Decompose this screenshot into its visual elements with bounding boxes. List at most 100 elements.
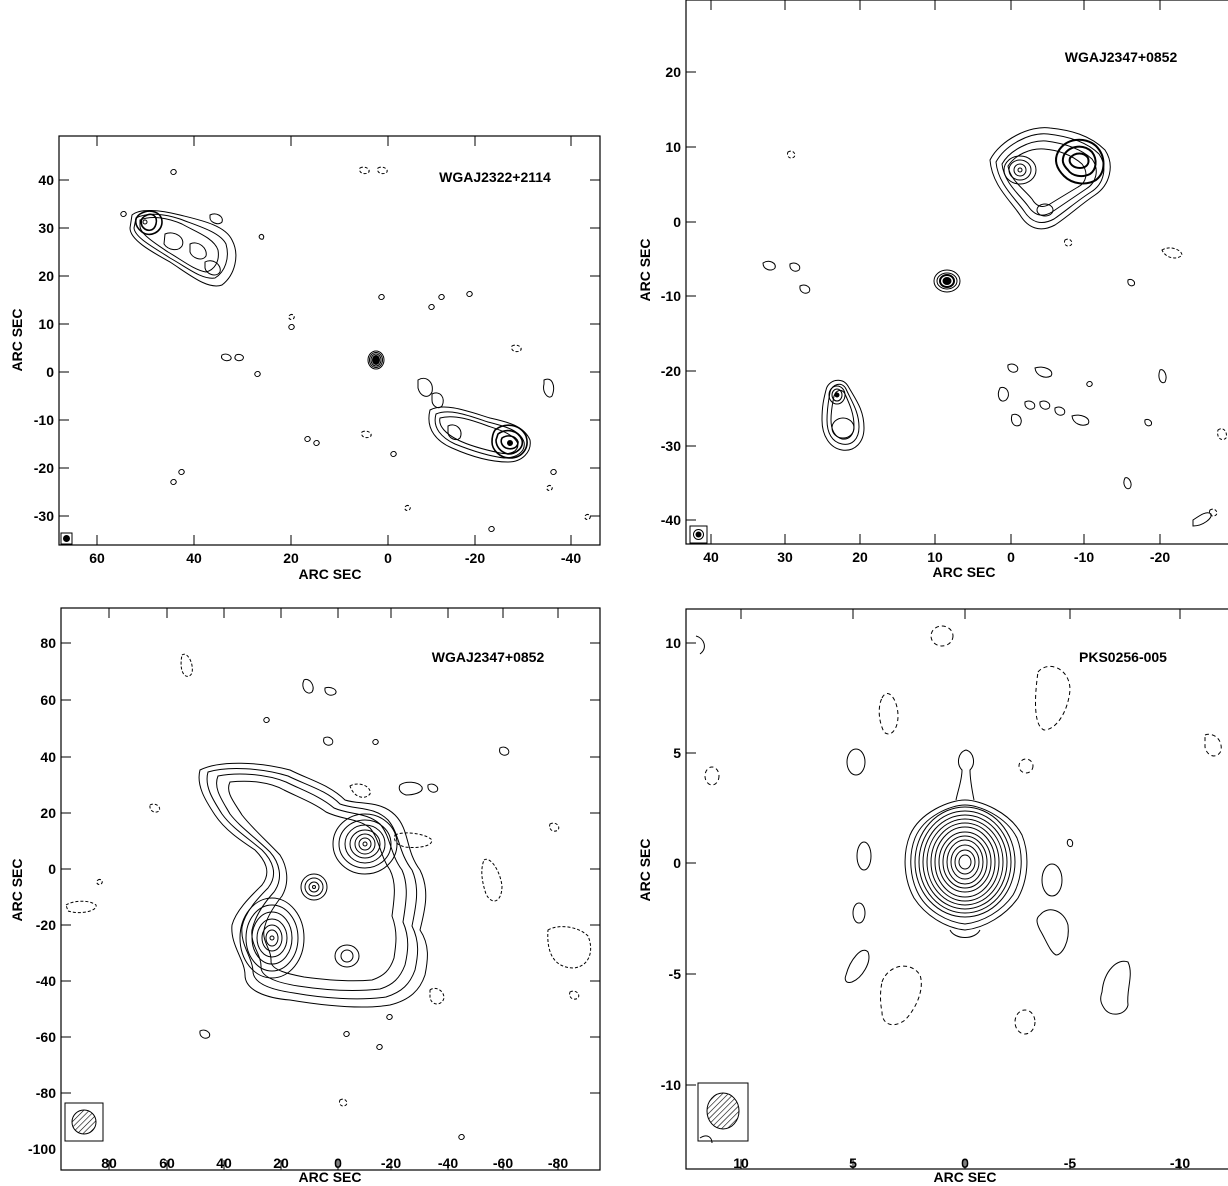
panel-1-north-lobe (129, 210, 237, 287)
panel-2-core-component (933, 269, 961, 293)
panel-3-xtick: -80 (548, 1155, 568, 1171)
panel-1-xtick: 20 (283, 550, 299, 566)
panel-4-ytick: 10 (665, 635, 681, 651)
panel-1-xtick: 0 (384, 550, 392, 566)
panel-1-south-lobe (417, 377, 555, 463)
panel-4-beam-box (697, 1082, 749, 1142)
panel-4-ytick: 0 (673, 855, 681, 871)
panel-4-ytick: -5 (669, 966, 682, 982)
panel-3-beam-box (64, 1102, 104, 1142)
panel-4-frame (685, 608, 1228, 1170)
panel-4-ytick: 5 (673, 745, 681, 761)
panel-2-x-axis-title: ARC SEC (932, 564, 995, 580)
panel-3-ytick: 40 (40, 749, 56, 765)
panel-1-ytick: -20 (34, 460, 54, 476)
panel-2-ytick: -40 (661, 512, 681, 528)
panel-3-x-axis-title: ARC SEC (298, 1169, 361, 1185)
panel-2-xtick: 0 (1007, 549, 1015, 565)
panel-2-frame (685, 0, 1228, 545)
panel-1-xtick: 40 (186, 550, 202, 566)
panel-3-xtick: 60 (159, 1155, 175, 1171)
panel-1-beam-box (60, 532, 73, 545)
panel-1-xtick: -40 (561, 550, 581, 566)
panel-3-frame (60, 607, 601, 1171)
panel-1-ytick: 20 (38, 268, 54, 284)
panel-2-xtick: 10 (927, 549, 943, 565)
panel-2-ytick: -10 (661, 288, 681, 304)
panel-4-negative-contours (704, 625, 1222, 1035)
panel-3-ytick: 80 (40, 635, 56, 651)
panel-2-source-label: WGAJ2347+0852 (1065, 49, 1178, 65)
panel-3-contours (65, 653, 592, 1140)
panel-2: 40 30 20 10 0 -10 -20 20 10 0 -10 -20 -3… (637, 0, 1228, 580)
panel-3-xtick: -20 (381, 1155, 401, 1171)
panel-2-x-ticks (710, 0, 1161, 544)
panel-1-ytick: 0 (46, 364, 54, 380)
panel-1-contours (120, 166, 591, 532)
panel-4: 10 5 0 -5 -10 10 5 0 -5 -10 ARC SEC ARC … (637, 608, 1228, 1185)
panel-2-ytick: 20 (665, 64, 681, 80)
panel-1-negative-contours (288, 166, 591, 520)
panel-3-xtick: -40 (438, 1155, 458, 1171)
panel-2-ytick: 10 (665, 139, 681, 155)
panel-2-xtick: 30 (777, 549, 793, 565)
panel-4-x-axis-title: ARC SEC (933, 1169, 996, 1185)
panel-3-x-ticks (108, 608, 559, 1170)
panel-2-noise-contours (762, 260, 1212, 527)
panel-1-y-ticks (59, 179, 600, 517)
panel-1-noise-contours (120, 169, 557, 532)
panel-2-xtick: 20 (852, 549, 868, 565)
panel-2-y-axis-title: ARC SEC (637, 238, 653, 301)
panel-2-xtick: -10 (1074, 549, 1094, 565)
panel-1-ytick: 30 (38, 220, 54, 236)
panel-4-xtick: -5 (1064, 1155, 1077, 1171)
panel-2-negative-contours (787, 150, 1227, 517)
panel-4-noise-contours (695, 635, 1131, 1144)
panel-4-xtick: 0 (961, 1155, 969, 1171)
panel-2-xtick: 40 (703, 549, 719, 565)
panel-1: 60 40 20 0 -20 -40 40 30 20 10 0 -10 -20… (9, 135, 601, 582)
panel-3-ytick: -20 (36, 917, 56, 933)
panel-1-ytick: -10 (34, 412, 54, 428)
panel-3-ytick: 20 (40, 805, 56, 821)
panel-4-xtick: 10 (733, 1155, 749, 1171)
panel-2-ytick: -30 (661, 438, 681, 454)
panel-2-y-ticks (686, 71, 696, 521)
panel-4-x-ticks (740, 609, 1181, 1169)
panel-3-ytick: -40 (36, 973, 56, 989)
panel-2-ytick: -20 (661, 363, 681, 379)
panel-3-xtick: 20 (273, 1155, 289, 1171)
panel-2-north-lobe (989, 127, 1111, 230)
panel-3-y-ticks (61, 642, 600, 1094)
panel-3-y-axis-title: ARC SEC (9, 858, 25, 921)
panel-4-ytick: -10 (661, 1077, 681, 1093)
panel-4-y-axis-title: ARC SEC (637, 838, 653, 901)
panel-2-contours (762, 127, 1227, 527)
panel-1-source-label: WGAJ2322+2114 (439, 169, 551, 185)
panel-4-y-ticks (686, 642, 696, 1086)
panel-1-x-axis-title: ARC SEC (298, 566, 361, 582)
panel-4-source-label: PKS0256-005 (1079, 649, 1167, 665)
panel-3-ytick: -60 (36, 1029, 56, 1045)
panel-3-noise-contours (199, 678, 510, 1140)
panel-2-ytick: 0 (673, 214, 681, 230)
panel-3-xtick: 80 (101, 1155, 117, 1171)
panel-1-xtick: -20 (465, 550, 485, 566)
panel-3-xtick: 0 (334, 1155, 342, 1171)
panel-3-negative-contours (65, 653, 592, 1107)
panel-3-source-label: WGAJ2347+0852 (432, 649, 545, 665)
panel-1-x-ticks (96, 136, 572, 545)
panel-2-beam-box (689, 525, 708, 544)
panel-4-contours (695, 625, 1222, 1144)
panel-1-ytick: -30 (34, 508, 54, 524)
panel-1-frame (58, 135, 601, 546)
panel-3: 80 60 40 20 0 -20 -40 -60 -80 80 60 40 2… (9, 607, 601, 1185)
panel-1-xtick: 60 (89, 550, 105, 566)
panel-3-ytick: 60 (40, 692, 56, 708)
panel-3-ytick: 0 (48, 861, 56, 877)
panel-3-xtick: -60 (493, 1155, 513, 1171)
panel-1-y-axis-title: ARC SEC (9, 308, 25, 371)
panel-3-ytick: -80 (36, 1085, 56, 1101)
panel-2-south-lobe (821, 379, 865, 451)
